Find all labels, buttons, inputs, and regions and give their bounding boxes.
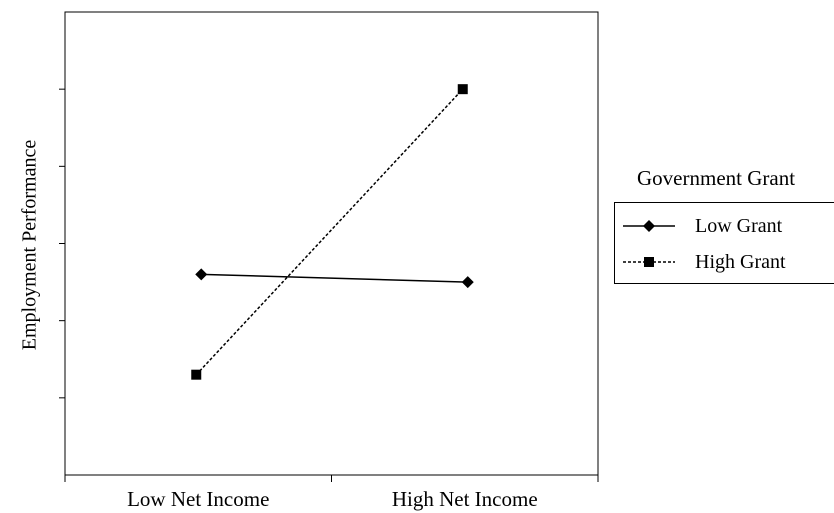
- data-point-high-grant-0: [191, 369, 202, 380]
- x-axis-ticks: [64, 475, 599, 482]
- plot-frame: [64, 11, 599, 476]
- diamond-marker-icon: [623, 220, 675, 232]
- data-point-low-grant-0: [195, 268, 208, 281]
- legend-title: Government Grant: [637, 166, 796, 190]
- legend: Low Grant High Grant: [614, 202, 834, 284]
- legend-item-low-grant: Low Grant: [623, 211, 782, 241]
- data-point-low-grant-1: [461, 276, 474, 289]
- legend-label-low-grant: Low Grant: [695, 214, 783, 237]
- legend-label-high-grant: High Grant: [695, 250, 786, 273]
- x-tick-label-high-net-income: High Net Income: [391, 487, 538, 511]
- x-tick-label-low-net-income: Low Net Income: [127, 487, 270, 511]
- square-marker-icon: [623, 257, 675, 267]
- series-line-high-grant: [195, 88, 464, 376]
- y-axis-ticks: [59, 88, 65, 399]
- y-axis-label: Employment Performance: [18, 139, 41, 351]
- legend-item-high-grant: High Grant: [623, 247, 786, 277]
- series-group: [191, 84, 474, 380]
- data-point-high-grant-1: [457, 84, 468, 95]
- series-line-low-grant: [201, 273, 468, 283]
